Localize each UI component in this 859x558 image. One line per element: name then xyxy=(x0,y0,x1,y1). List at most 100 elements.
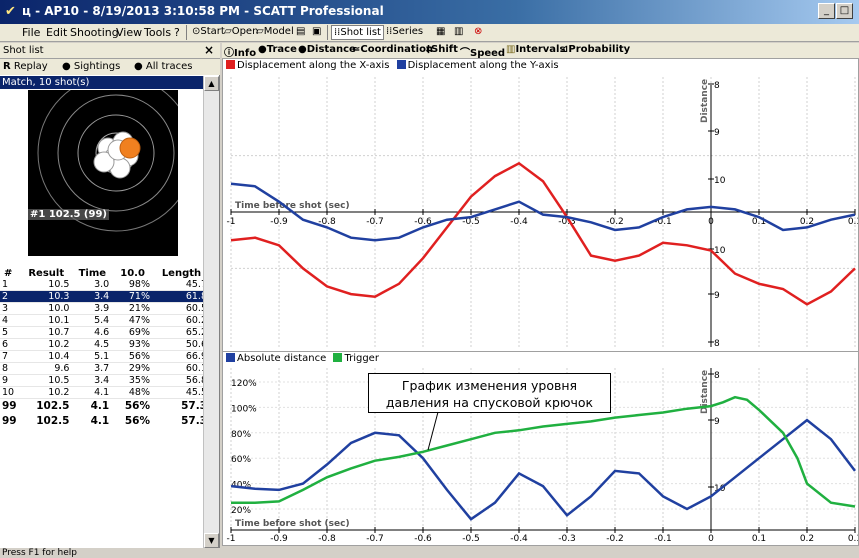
col-header-ten[interactable]: 10.0 xyxy=(120,267,145,279)
table-cell: 61.8 xyxy=(152,290,210,303)
all-traces-button[interactable]: ● All traces xyxy=(134,61,193,72)
x-tick-label: -1 xyxy=(227,534,236,544)
x-tick-label: 0.1 xyxy=(752,217,766,227)
table-cell: 10.4 xyxy=(20,350,73,363)
table-cell: 3.4 xyxy=(72,374,113,387)
tab-info[interactable]: ⓘInfo xyxy=(224,48,257,59)
table-cell: 21% xyxy=(112,302,153,315)
series-button[interactable]: ⁞⁞Series xyxy=(386,26,424,37)
legend-label: Absolute distance xyxy=(237,353,327,364)
x-tick-label: 0.3 xyxy=(848,217,858,227)
tab-speed[interactable]: ⌒Speed xyxy=(460,48,506,59)
y-tick-label: 80% xyxy=(231,430,251,440)
tab-intervals[interactable]: ▥Intervals xyxy=(506,44,566,55)
table-row[interactable]: 2 10.3 3.4 71% 61.8 xyxy=(0,290,210,303)
replay-button[interactable]: R Replay xyxy=(3,61,48,72)
trace-icon: ● xyxy=(258,44,267,55)
printer-icon: ▤ xyxy=(296,26,306,37)
sightings-button[interactable]: ● Sightings xyxy=(62,61,121,72)
maximize-button[interactable]: □ xyxy=(836,3,853,19)
info-panel-button[interactable]: ▥ xyxy=(452,25,465,40)
tab-distance[interactable]: ●Distance xyxy=(298,44,356,55)
close-icon[interactable]: × xyxy=(203,43,214,57)
vertical-scrollbar[interactable]: ▲ ▼ xyxy=(203,76,219,548)
table-cell: 4.1 xyxy=(90,400,110,413)
x-tick-label: -0.6 xyxy=(414,534,432,544)
menu-tools[interactable]: Tools xyxy=(144,26,172,39)
col-header-result[interactable]: Result xyxy=(28,267,65,279)
tab-probability[interactable]: ⊿Probability xyxy=(560,44,631,55)
table-cell: 10 xyxy=(0,386,20,399)
col-header-index[interactable]: # xyxy=(4,267,13,279)
x-tick-label: -0.5 xyxy=(462,217,480,227)
menu-bar: File Edit Shooting View Tools ? ⊙Start ▱… xyxy=(0,24,859,42)
summary-row[interactable]: 99 102.5 4.1 56% 57.3 xyxy=(0,399,210,414)
table-row[interactable]: 9 10.5 3.4 35% 56.8 xyxy=(0,374,210,387)
save-button[interactable]: ▣ xyxy=(310,25,323,40)
y-tick-label: 9 xyxy=(714,128,720,138)
menu-edit[interactable]: Edit xyxy=(46,26,68,39)
tab-shift[interactable]: ‡Shift xyxy=(426,44,458,55)
table-cell: 99 xyxy=(2,400,17,413)
x-tick-label: -0.7 xyxy=(366,217,384,227)
table-row[interactable]: 1 10.5 3.0 98% 45.7 xyxy=(0,279,210,291)
table-cell: 56% xyxy=(112,350,153,363)
table-cell: 10.2 xyxy=(20,386,73,399)
y-tick-label: 8 xyxy=(714,81,720,91)
x-tick-label: 0.3 xyxy=(848,534,858,544)
tab-trace[interactable]: ●Trace xyxy=(258,44,297,55)
x-tick-label: 0.2 xyxy=(800,534,814,544)
summary-row[interactable]: 99 102.5 4.1 56% 57.3 xyxy=(0,414,210,429)
table-row[interactable]: 4 10.1 5.4 47% 60.2 xyxy=(0,314,210,327)
table-cell: 93% xyxy=(112,338,153,351)
intervals-icon: ▥ xyxy=(506,44,516,55)
tab-coordination[interactable]: ≃Coordination xyxy=(352,44,434,55)
table-cell: 50.6 xyxy=(152,338,210,351)
minimize-button[interactable]: _ xyxy=(818,3,835,19)
print-button[interactable]: ▤ xyxy=(294,25,307,40)
menu-help[interactable]: ? xyxy=(174,26,180,39)
model-button[interactable]: ▱Model xyxy=(256,26,294,37)
table-cell: 60.5 xyxy=(152,302,210,315)
toolbar-separator xyxy=(186,25,187,40)
x-tick-label: -0.8 xyxy=(318,534,336,544)
col-header-time[interactable]: Time xyxy=(78,267,107,279)
displacement-chart[interactable]: Displacement along the X-axis Displaceme… xyxy=(222,58,859,353)
target-ring xyxy=(77,114,155,192)
x-tick-label: -0.4 xyxy=(510,534,528,544)
table-row[interactable]: 10 10.2 4.1 48% 45.5 xyxy=(0,386,210,399)
x-tick-label: -0.5 xyxy=(462,534,480,544)
chart-toolbar: ⓘInfo ●Trace ●Distance ≃Coordination ‡Sh… xyxy=(222,43,859,59)
x-tick-label: -0.1 xyxy=(654,534,672,544)
menu-view[interactable]: View xyxy=(116,26,143,39)
table-row[interactable]: 6 10.2 4.5 93% 50.6 xyxy=(0,338,210,351)
table-row[interactable]: 5 10.7 4.6 69% 65.2 xyxy=(0,326,210,339)
table-row[interactable]: 7 10.4 5.1 56% 66.9 xyxy=(0,350,210,363)
target-settings-button[interactable]: ▦ xyxy=(434,25,447,40)
legend-label: Displacement along the X-axis xyxy=(237,60,390,71)
match-header[interactable]: Match, 10 shot(s) xyxy=(0,76,203,89)
open-button[interactable]: ▱Open xyxy=(224,26,259,37)
start-button[interactable]: ⊙Start xyxy=(192,26,225,37)
y-tick-label: 10 xyxy=(714,246,726,256)
shot-list-button[interactable]: ⁞⁞Shot list xyxy=(331,25,384,40)
floppy-icon: ▣ xyxy=(312,26,322,37)
scroll-down-icon[interactable]: ▼ xyxy=(204,533,219,548)
target-view[interactable] xyxy=(28,74,195,256)
table-row[interactable]: 3 10.0 3.9 21% 60.5 xyxy=(0,302,210,315)
x-axis-label: Time before shot (sec) xyxy=(235,519,350,529)
y-tick-label: 60% xyxy=(231,455,251,465)
target-svg xyxy=(37,74,195,232)
scroll-up-icon[interactable]: ▲ xyxy=(204,76,219,91)
table-cell: 56% xyxy=(124,415,150,427)
menu-shooting[interactable]: Shooting xyxy=(70,26,119,39)
menu-file[interactable]: File xyxy=(22,26,41,39)
record-button[interactable]: ⊗ xyxy=(472,25,484,40)
table-cell: 60.2 xyxy=(152,314,210,327)
table-row[interactable]: 8 9.6 3.7 29% 60.1 xyxy=(0,362,210,375)
table-cell: 10.0 xyxy=(20,302,73,315)
table-cell: 10.1 xyxy=(20,314,73,327)
table-cell: 45.5 xyxy=(152,386,210,399)
col-header-length[interactable]: Length xyxy=(161,267,202,279)
chart-legend: Displacement along the X-axis Displaceme… xyxy=(226,60,559,71)
